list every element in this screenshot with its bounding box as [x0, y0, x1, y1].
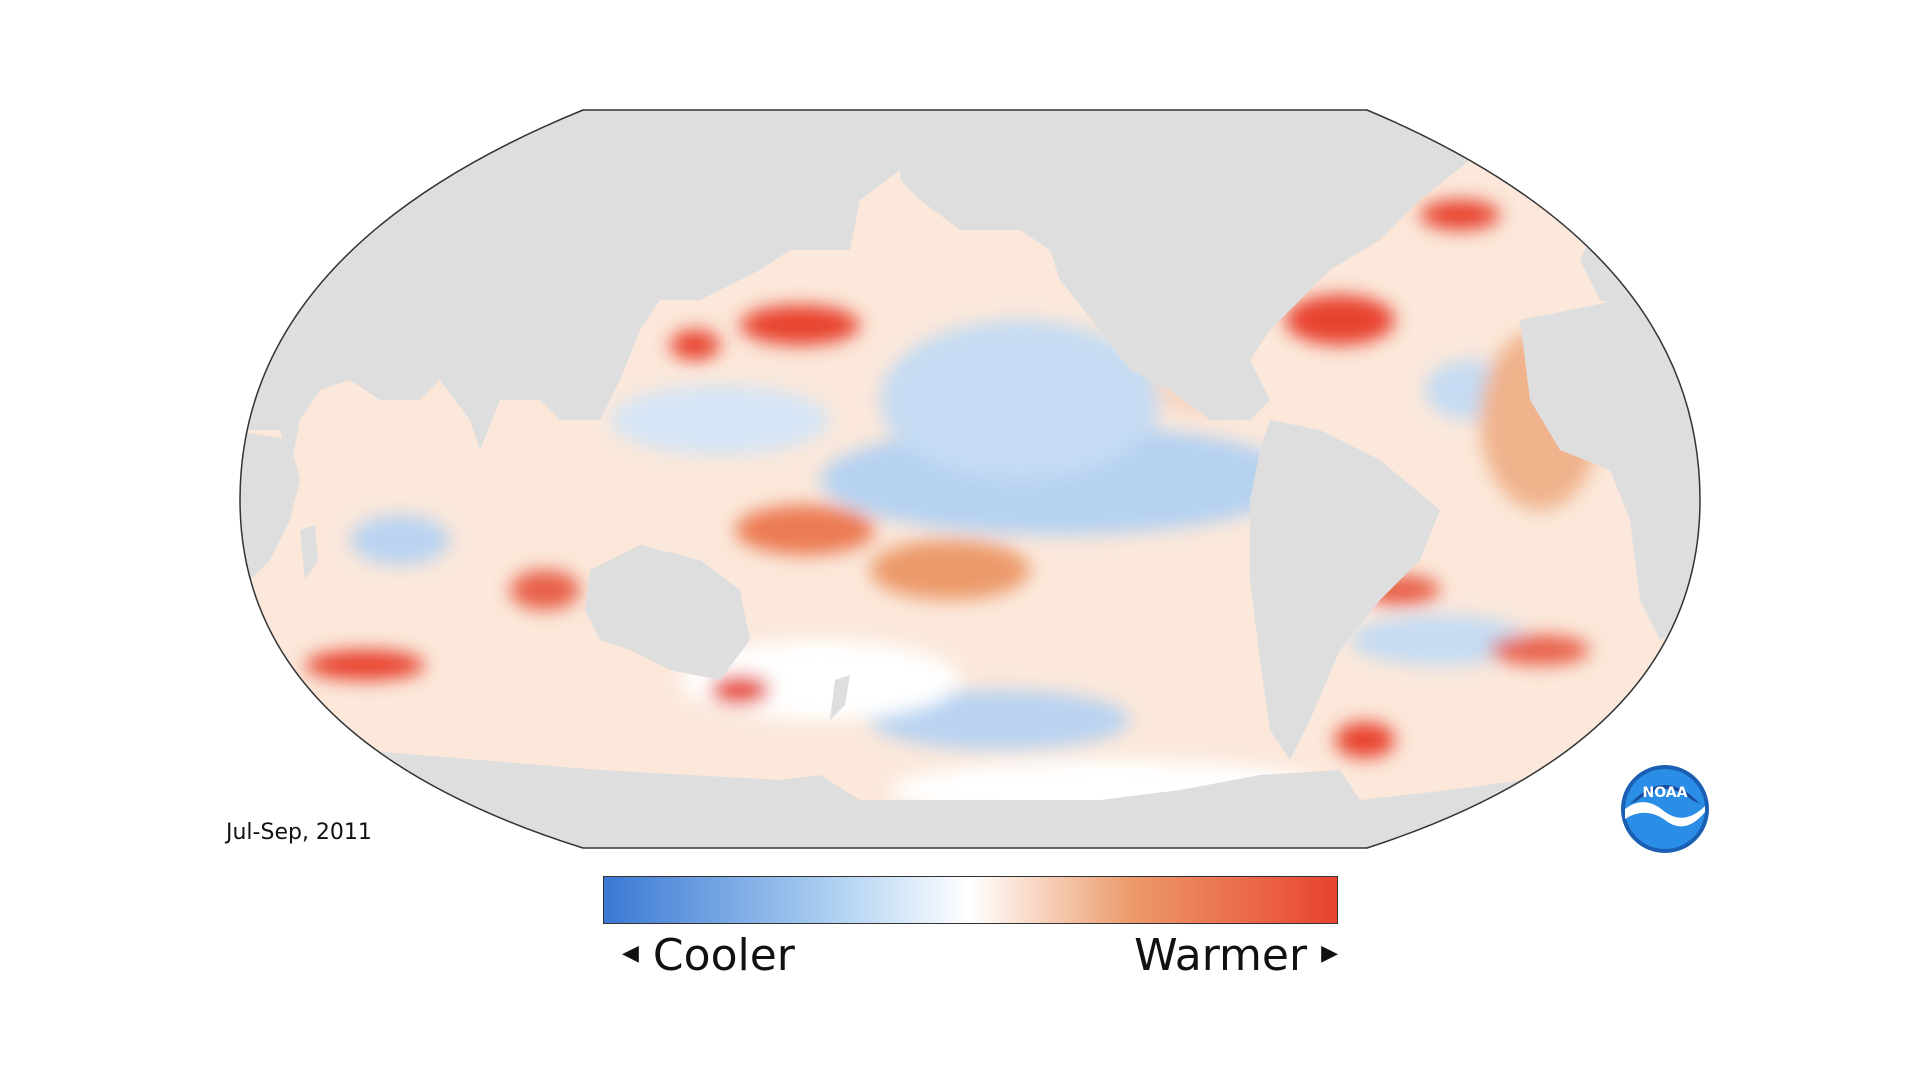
land-africa-west	[1520, 300, 1700, 640]
cool-region-south-atlantic	[1350, 615, 1530, 665]
cool-region-south-pacific	[870, 690, 1130, 750]
cool-region-north-pacific	[880, 320, 1160, 480]
warm-spot-labrador	[1420, 200, 1500, 230]
legend-cooler-label: ◀ Cooler	[622, 928, 795, 986]
legend-warmer-label: Warmer ▶	[1134, 928, 1338, 986]
land-madagascar	[300, 525, 318, 580]
warm-spot-central-south-pacific	[870, 540, 1030, 600]
map-frame	[240, 110, 1700, 848]
land-australia	[585, 545, 750, 680]
map-outline	[239, 109, 1701, 849]
land-new-zealand	[830, 675, 850, 720]
land-antarctica	[240, 740, 1700, 848]
date-label: Jul-Sep, 2011	[226, 820, 372, 845]
warm-spot-gulf-stream	[1285, 295, 1395, 345]
cool-region-indian	[350, 515, 450, 565]
color-scale-bar	[603, 876, 1338, 924]
cool-region-west-pacific	[610, 385, 830, 455]
noaa-logo-text: NOAA	[1643, 785, 1688, 801]
noaa-logo-icon: NOAA	[1621, 765, 1709, 853]
warm-spot-south-atlantic	[1335, 722, 1395, 758]
land-masses	[240, 110, 1700, 848]
land-south-america	[1250, 420, 1440, 760]
warm-spot-south-indian	[305, 650, 425, 680]
right-arrow-icon: ▶	[1321, 941, 1338, 966]
warm-spot-japan	[670, 330, 720, 360]
warm-spot-south-of-australia	[710, 675, 770, 705]
warmer-text: Warmer	[1134, 930, 1308, 981]
warm-spot-west-pacific	[735, 505, 875, 555]
left-arrow-icon: ◀	[622, 941, 639, 966]
land-africa-east	[240, 430, 300, 580]
warm-spot-southeast-atlantic	[1490, 635, 1590, 665]
warm-spot-kuroshio	[740, 305, 860, 345]
warm-spot-indian	[510, 570, 580, 610]
cooler-text: Cooler	[652, 930, 795, 981]
land-eurasia	[240, 110, 1000, 470]
land-greenland	[1340, 140, 1450, 205]
